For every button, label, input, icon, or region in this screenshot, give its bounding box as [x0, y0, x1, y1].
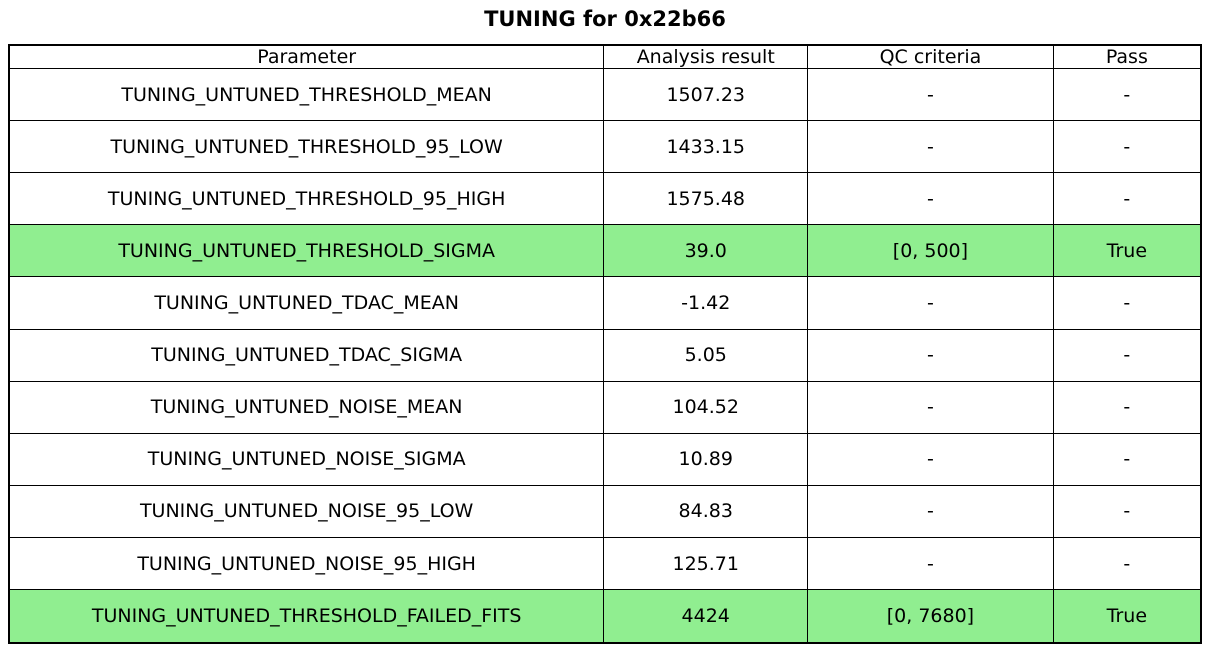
parameter-cell: TUNING_UNTUNED_TDAC_MEAN [8, 276, 605, 330]
figure-title: TUNING for 0x22b66 [484, 7, 726, 31]
analysis-result-cell: 84.83 [603, 484, 809, 538]
qc-criteria-cell: - [807, 120, 1054, 174]
qc-criteria-cell: - [807, 276, 1054, 330]
qc-criteria-cell: - [807, 536, 1054, 591]
analysis-result-cell: 1575.48 [603, 172, 809, 226]
pass-cell: - [1052, 328, 1202, 382]
table-row: TUNING_UNTUNED_NOISE_95_HIGH 125.71 - - [8, 536, 1202, 591]
parameter-cell: TUNING_UNTUNED_THRESHOLD_SIGMA [8, 224, 605, 278]
pass-cell: - [1052, 536, 1202, 591]
parameter-cell: TUNING_UNTUNED_TDAC_SIGMA [8, 328, 605, 382]
table-row: TUNING_UNTUNED_NOISE_SIGMA 10.89 - - [8, 432, 1202, 486]
analysis-result-cell: -1.42 [603, 276, 809, 330]
qc-criteria-cell: - [807, 67, 1054, 122]
table-row: TUNING_UNTUNED_TDAC_MEAN -1.42 - - [8, 276, 1202, 330]
analysis-result-cell: 39.0 [603, 224, 809, 278]
qc-criteria-cell: - [807, 484, 1054, 538]
column-header-qc-criteria: QC criteria [807, 44, 1054, 69]
column-header-pass: Pass [1052, 44, 1202, 69]
pass-cell: True [1052, 589, 1202, 644]
parameter-cell: TUNING_UNTUNED_THRESHOLD_95_LOW [8, 120, 605, 174]
pass-cell: - [1052, 432, 1202, 486]
analysis-result-cell: 5.05 [603, 328, 809, 382]
column-header-analysis-result: Analysis result [603, 44, 809, 69]
qc-criteria-cell: [0, 500] [807, 224, 1054, 278]
parameter-cell: TUNING_UNTUNED_NOISE_95_LOW [8, 484, 605, 538]
analysis-result-cell: 10.89 [603, 432, 809, 486]
column-header-parameter: Parameter [8, 44, 605, 69]
table-row: TUNING_UNTUNED_NOISE_MEAN 104.52 - - [8, 380, 1202, 434]
pass-cell: - [1052, 276, 1202, 330]
qc-criteria-cell: - [807, 328, 1054, 382]
pass-cell: True [1052, 224, 1202, 278]
pass-cell: - [1052, 120, 1202, 174]
parameter-cell: TUNING_UNTUNED_NOISE_95_HIGH [8, 536, 605, 591]
pass-cell: - [1052, 67, 1202, 122]
parameter-cell: TUNING_UNTUNED_THRESHOLD_95_HIGH [8, 172, 605, 226]
qc-criteria-cell: - [807, 432, 1054, 486]
header-row: Parameter Analysis result QC criteria Pa… [8, 44, 1202, 69]
table-row: TUNING_UNTUNED_TDAC_SIGMA 5.05 - - [8, 328, 1202, 382]
analysis-result-cell: 1433.15 [603, 120, 809, 174]
table-row-highlighted: TUNING_UNTUNED_THRESHOLD_FAILED_FITS 442… [8, 589, 1202, 644]
parameter-cell: TUNING_UNTUNED_NOISE_MEAN [8, 380, 605, 434]
analysis-result-cell: 125.71 [603, 536, 809, 591]
parameter-cell: TUNING_UNTUNED_THRESHOLD_FAILED_FITS [8, 589, 605, 644]
table-row-highlighted: TUNING_UNTUNED_THRESHOLD_SIGMA 39.0 [0, … [8, 224, 1202, 278]
analysis-result-cell: 1507.23 [603, 67, 809, 122]
table-row: TUNING_UNTUNED_THRESHOLD_95_HIGH 1575.48… [8, 172, 1202, 226]
pass-cell: - [1052, 484, 1202, 538]
table-row: TUNING_UNTUNED_THRESHOLD_MEAN 1507.23 - … [8, 67, 1202, 122]
analysis-result-cell: 4424 [603, 589, 809, 644]
analysis-result-cell: 104.52 [603, 380, 809, 434]
qc-criteria-cell: - [807, 380, 1054, 434]
table-row: TUNING_UNTUNED_NOISE_95_LOW 84.83 - - [8, 484, 1202, 538]
qc-criteria-cell: [0, 7680] [807, 589, 1054, 644]
parameter-cell: TUNING_UNTUNED_NOISE_SIGMA [8, 432, 605, 486]
qc-criteria-cell: - [807, 172, 1054, 226]
qc-results-table: Parameter Analysis result QC criteria Pa… [8, 44, 1202, 644]
table-row: TUNING_UNTUNED_THRESHOLD_95_LOW 1433.15 … [8, 120, 1202, 174]
pass-cell: - [1052, 172, 1202, 226]
pass-cell: - [1052, 380, 1202, 434]
parameter-cell: TUNING_UNTUNED_THRESHOLD_MEAN [8, 67, 605, 122]
